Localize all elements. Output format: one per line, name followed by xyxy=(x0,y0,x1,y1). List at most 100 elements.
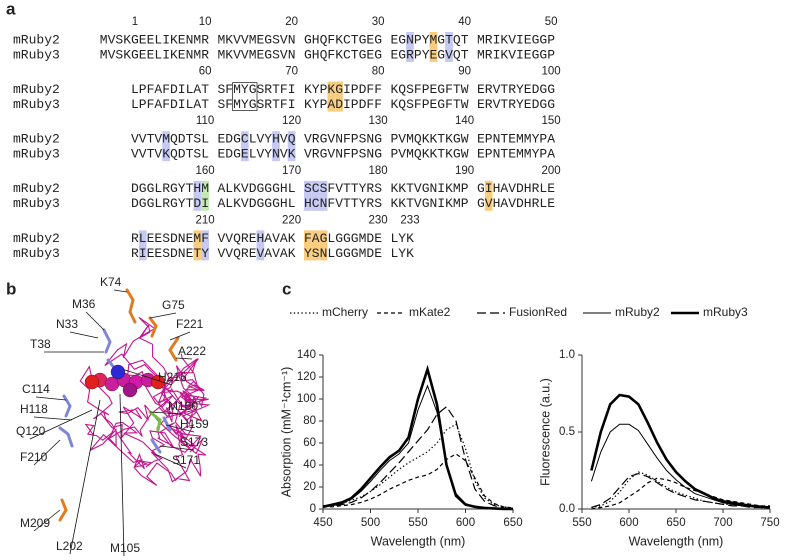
sequence-block: ALKVDGGGHL xyxy=(218,196,296,211)
sequence-block: PVMQKKTKGW xyxy=(391,147,469,162)
leader-line xyxy=(165,424,195,433)
sequence-block: MKVVMEGSVN xyxy=(218,47,296,62)
sequence-block: DGGLRGYTHM xyxy=(131,181,209,196)
y-tick-label: 80 xyxy=(303,415,316,427)
chromophore-atom xyxy=(84,374,100,390)
leader-line xyxy=(175,357,193,360)
mutation-highlight xyxy=(193,180,202,211)
sequence-name: mRuby2 xyxy=(13,231,60,246)
sequence-block: RLEESDNEMF xyxy=(131,231,209,246)
sequence-block: HCNFVTTYRS xyxy=(304,196,382,211)
x-tick-label: 550 xyxy=(572,517,591,529)
sequence-block: ERVTRYEDGG xyxy=(477,82,555,97)
x-tick-label: 700 xyxy=(713,517,732,529)
residue-number: 30 xyxy=(372,16,385,28)
sequence-block: ERVTRYEDGG xyxy=(477,97,555,112)
leader-line xyxy=(69,331,99,339)
legend-label: mCherry xyxy=(322,305,368,319)
residue-label: A222 xyxy=(178,344,206,358)
sequence-block: LYK xyxy=(391,231,415,246)
residue-stick xyxy=(168,336,180,362)
sequence-block: PVMQKKTKGW xyxy=(391,132,469,147)
y-axis-label: Absorption (mM⁻¹cm⁻¹) xyxy=(279,367,293,498)
sequence-block: SCSFVTTYRS xyxy=(304,181,382,196)
residue-label: M209 xyxy=(20,516,50,530)
y-tick-label: 1.0 xyxy=(559,349,575,361)
sequence-name: mRuby2 xyxy=(13,32,60,47)
sequence-block: DGGLRGYTDI xyxy=(131,196,209,211)
sequence-block: LPFAFDILAT xyxy=(131,82,209,97)
residue-label: M105 xyxy=(110,541,140,555)
x-tick-label: 650 xyxy=(503,517,522,529)
residue-label: T38 xyxy=(30,337,51,351)
leader-line xyxy=(85,311,105,331)
leader-line xyxy=(159,445,195,451)
mutation-highlight xyxy=(429,32,438,62)
mutation-highlight xyxy=(304,180,312,211)
mutation-highlight xyxy=(287,131,296,162)
mutation-highlight xyxy=(201,180,209,211)
residue-label: H159 xyxy=(180,417,209,431)
chromophore-atom xyxy=(150,374,166,390)
residue-label: F221 xyxy=(176,317,204,331)
leader-line xyxy=(149,312,177,319)
sequence-block: EGNPYMGTQT xyxy=(391,32,469,47)
sequence-block: MRIKVIEGGP xyxy=(477,47,555,62)
residue-number: 120 xyxy=(282,115,301,127)
residue-number: 110 xyxy=(196,115,214,127)
y-tick-label: 60 xyxy=(303,437,316,449)
residue-number: 100 xyxy=(542,66,561,78)
sequence-block: MVSKGEELIKENMR xyxy=(100,47,209,62)
residue-number: 180 xyxy=(369,165,388,177)
residue-number: 190 xyxy=(455,165,474,177)
sequence-block: MRIKVIEGGP xyxy=(477,32,555,47)
residue-number: 60 xyxy=(199,66,212,78)
y-tick-label: 120 xyxy=(297,371,316,383)
panel-label: a xyxy=(6,0,16,18)
leader-line xyxy=(69,399,101,555)
residue-label: S171 xyxy=(172,453,200,467)
residue-number: 210 xyxy=(196,214,215,226)
mutation-highlight xyxy=(484,180,493,211)
mutation-highlight xyxy=(319,180,328,211)
leader-line xyxy=(124,369,173,386)
residue-number: 230 xyxy=(369,214,388,226)
y-tick-label: 0.0 xyxy=(559,503,575,515)
spectrum-line xyxy=(590,423,770,508)
spectrum-line xyxy=(323,453,514,509)
x-tick-label: 550 xyxy=(408,517,427,529)
sequence-name: mRuby3 xyxy=(13,47,60,62)
leader-line xyxy=(35,396,67,401)
chromophore-box xyxy=(232,82,258,111)
residue-number: 50 xyxy=(545,16,558,28)
sequence-block: EPNTEMMYPA xyxy=(477,147,555,162)
mutation-highlight xyxy=(240,131,249,162)
sequence-block: VVTVKQDTSL xyxy=(131,147,209,162)
panel-label: b xyxy=(6,279,16,298)
sequence-block: VRGVNFPSNG xyxy=(304,147,382,162)
sequence-name: mRuby3 xyxy=(13,246,60,261)
sequence-block: RIEESDNETY xyxy=(131,246,209,261)
leader-line xyxy=(33,509,61,532)
sequence-block: FAGLGGGMDE xyxy=(304,231,382,246)
residue-label: C114 xyxy=(22,382,50,396)
residue-stick xyxy=(162,416,172,432)
mutation-highlight xyxy=(327,81,336,112)
sequence-block: EDGELVYNVK xyxy=(218,147,296,162)
legend-label: FusionRed xyxy=(509,305,567,319)
y-tick-label: 0.5 xyxy=(559,426,575,438)
sequence-block: MVSKGEELIKENMR xyxy=(100,32,209,47)
mutation-highlight xyxy=(193,230,202,261)
leader-line xyxy=(154,453,187,469)
residue-number: 10 xyxy=(199,16,212,28)
residue-label: M160 xyxy=(168,399,198,413)
legend-label: mKate2 xyxy=(409,305,451,319)
sequence-block: EDGCLVYHVQ xyxy=(218,132,296,147)
mutation-highlight xyxy=(335,81,343,112)
sequence-name: mRuby2 xyxy=(13,82,60,97)
residue-label: M36 xyxy=(72,297,96,311)
mutation-highlight xyxy=(304,230,312,261)
residue-number: 160 xyxy=(196,165,215,177)
x-tick-label: 500 xyxy=(361,517,380,529)
spectrum-line xyxy=(322,364,513,511)
